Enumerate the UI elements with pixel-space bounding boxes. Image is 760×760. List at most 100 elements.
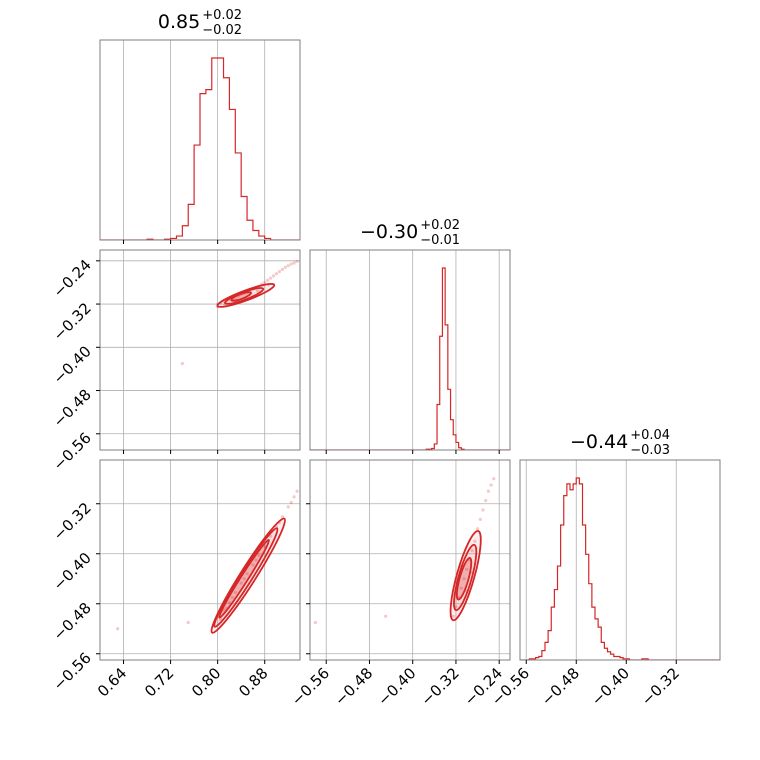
title-lower-error: −0.03 [630, 443, 670, 458]
title-var-2: −0.44 [570, 431, 628, 453]
density-contour [216, 283, 276, 308]
sample-point [295, 489, 299, 493]
sample-point [245, 572, 249, 576]
sample-point [459, 586, 463, 590]
sample-point [289, 262, 293, 266]
sample-point [475, 527, 480, 531]
scatter-panel-0-1 [96, 249, 301, 454]
y-axis-labels-var-2: −0.56 −0.48 −0.40 −0.32 [50, 499, 95, 694]
sample-point [256, 289, 260, 293]
title-var-0: 0.85 [158, 11, 200, 33]
panel-frame [309, 459, 511, 661]
y-tick-label: −0.56 [50, 429, 95, 474]
sample-point [292, 495, 296, 499]
histogram-line [100, 57, 300, 240]
panel-frame [309, 249, 511, 451]
y-tick-label: −0.32 [50, 499, 95, 544]
x-tick-label: −0.40 [588, 664, 633, 709]
scatter-samples [180, 259, 299, 366]
scatter-panel-1-2 [306, 459, 511, 664]
sample-point [489, 483, 493, 487]
sample-point [313, 620, 318, 625]
sample-point [465, 567, 469, 571]
sample-point [180, 361, 184, 366]
scatter-samples [313, 477, 496, 625]
y-tick-label: −0.40 [50, 342, 95, 387]
sample-point [486, 489, 490, 493]
sample-point [257, 554, 261, 558]
x-tick-label: 0.80 [188, 664, 224, 700]
sample-point [218, 617, 223, 621]
density-contour [224, 287, 265, 305]
sample-point [492, 477, 496, 481]
sample-point [470, 549, 474, 553]
title-lower-error: −0.02 [202, 23, 242, 38]
x-axis-labels-var-0: 0.64 0.72 0.80 0.88 [94, 664, 272, 700]
sample-point [286, 505, 290, 509]
sample-point [277, 270, 282, 274]
histogram-line [310, 267, 510, 450]
sample-point [289, 500, 293, 505]
sample-point [268, 276, 273, 280]
title-upper-error: +0.02 [420, 218, 460, 233]
y-tick-label: −0.24 [50, 256, 95, 301]
title-lower-error: −0.01 [420, 233, 460, 248]
x-tick-label: −0.32 [418, 664, 463, 709]
x-tick-label: −0.48 [331, 664, 376, 709]
sample-point [292, 261, 296, 265]
sample-point [230, 595, 234, 600]
y-tick-label: −0.48 [50, 386, 95, 431]
sample-point [473, 539, 477, 543]
sample-point [280, 515, 284, 519]
hist-panel-0: 0.85 +0.02−0.02 [99, 8, 301, 244]
sample-point [263, 280, 267, 285]
hist-panel-2: −0.44 +0.04−0.03 [519, 428, 721, 664]
title-var-1: −0.30 [360, 221, 418, 243]
sample-point [227, 600, 232, 605]
y-tick-label: −0.40 [50, 549, 95, 594]
sample-point [251, 563, 255, 567]
title-median: −0.30 [360, 221, 418, 243]
title-median: 0.85 [158, 11, 200, 33]
hist-panel-1: −0.30 +0.02−0.01 [309, 218, 511, 454]
panel-frame [99, 459, 301, 661]
sample-point [295, 259, 299, 263]
x-tick-label: 0.64 [94, 664, 130, 700]
panel-frame [519, 459, 721, 661]
title-upper-error: +0.02 [202, 8, 242, 23]
density-contour [453, 543, 478, 612]
density-contour [210, 517, 286, 634]
sample-point [451, 614, 455, 618]
x-axis-labels-var-1: −0.56−0.48−0.40−0.32−0.24 [288, 664, 506, 709]
title-median: −0.44 [570, 431, 628, 453]
sample-point [242, 577, 246, 581]
scatter-panel-0-2 [96, 459, 301, 664]
sample-point [268, 534, 273, 538]
sample-point [481, 508, 485, 512]
y-tick-label: −0.48 [50, 599, 95, 644]
sample-point [266, 278, 270, 282]
density-contour [455, 557, 473, 601]
sample-point [280, 267, 284, 272]
x-tick-label: −0.32 [638, 664, 683, 709]
sample-point [116, 627, 120, 631]
sample-point [478, 517, 482, 521]
x-tick-label: −0.48 [538, 664, 583, 709]
scatter-samples [116, 489, 299, 634]
panel-frame [99, 39, 301, 241]
sample-point [384, 614, 388, 618]
sample-point [271, 274, 276, 278]
sample-point [462, 577, 466, 581]
histogram-line [520, 477, 720, 660]
sample-point [283, 265, 287, 269]
x-axis-labels-var-2: −0.56 −0.48 −0.40 −0.32 [488, 664, 683, 709]
sample-point [484, 499, 488, 503]
x-tick-label: −0.40 [374, 664, 419, 709]
sample-point [233, 590, 237, 595]
density-contour [449, 530, 482, 622]
x-tick-label: 0.88 [235, 664, 271, 700]
density-contour [218, 538, 270, 619]
title-upper-error: +0.04 [630, 428, 670, 443]
sample-point [254, 558, 258, 562]
